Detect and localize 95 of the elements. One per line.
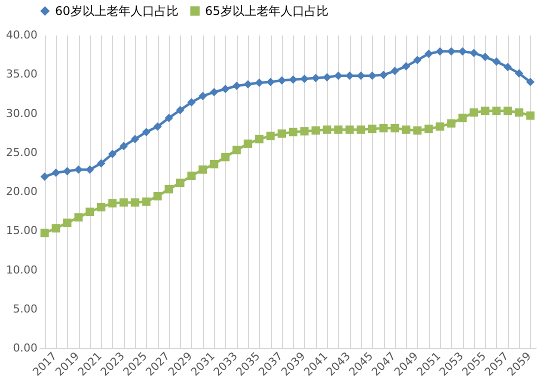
point: [322, 126, 332, 134]
point: [130, 198, 140, 207]
point: [470, 48, 478, 58]
point: [266, 132, 275, 140]
point: [120, 142, 128, 150]
point: [142, 197, 150, 206]
point: [368, 124, 376, 134]
point: [424, 124, 433, 134]
point: [198, 92, 207, 100]
point: [514, 69, 524, 78]
point: [108, 199, 117, 208]
point: [96, 202, 106, 212]
point: [96, 159, 106, 168]
point: [86, 165, 94, 174]
point: [153, 122, 162, 131]
point: [244, 80, 252, 88]
point: [322, 73, 332, 82]
point: [470, 108, 478, 117]
point: [413, 56, 422, 64]
point: [52, 224, 60, 232]
point: [63, 166, 72, 176]
point: [480, 52, 490, 62]
point: [334, 126, 343, 134]
point: [379, 70, 388, 80]
point: [447, 47, 456, 56]
legend-label: 60岁以上老年人口占比: [55, 4, 178, 18]
point: [390, 124, 399, 132]
point: [176, 106, 184, 114]
point: [142, 128, 150, 136]
point: [288, 128, 298, 136]
point: [436, 122, 444, 131]
point: [492, 106, 501, 116]
point: [312, 74, 320, 82]
y-tick-label: 35.00: [6, 68, 38, 81]
point: [266, 78, 275, 86]
point: [221, 152, 230, 162]
point: [187, 98, 196, 106]
point: [278, 129, 286, 138]
point: [436, 47, 444, 56]
point: [504, 62, 512, 72]
point: [153, 192, 162, 200]
point: [210, 160, 218, 168]
point: [210, 88, 218, 96]
legend-label: 65岁以上老年人口占比: [205, 4, 328, 18]
point: [74, 165, 83, 174]
point: [244, 140, 252, 148]
y-tick-label: 20.00: [6, 185, 38, 198]
point: [492, 57, 501, 66]
point: [424, 50, 433, 58]
point: [86, 208, 94, 216]
point: [402, 126, 410, 134]
y-tick-label: 10.00: [6, 263, 38, 276]
point: [198, 165, 207, 174]
point: [130, 134, 140, 144]
y-tick-label: 5.00: [13, 302, 38, 316]
point: [40, 228, 49, 238]
point: [413, 126, 422, 135]
point: [368, 72, 376, 80]
point: [356, 126, 366, 134]
point: [40, 172, 49, 181]
point: [312, 126, 320, 135]
point: [480, 106, 490, 116]
point: [526, 111, 535, 120]
y-tick-label: 0.00: [13, 342, 38, 354]
point: [108, 150, 117, 158]
point: [232, 146, 241, 154]
point: [402, 62, 410, 70]
point: [232, 82, 241, 90]
point: [187, 172, 196, 180]
point: [288, 75, 298, 84]
point: [164, 184, 174, 194]
point: [300, 74, 309, 84]
y-tick-label: 40.00: [6, 28, 38, 42]
point: [390, 66, 399, 76]
point: [176, 178, 184, 188]
point: [278, 76, 286, 85]
point: [379, 124, 388, 132]
point: [458, 114, 467, 122]
point: [120, 198, 128, 207]
y-tick-label: 30.00: [6, 106, 38, 120]
point: [345, 126, 354, 134]
point: [300, 127, 309, 136]
point: [504, 106, 512, 116]
y-tick-label: 25.00: [6, 146, 38, 159]
point: [526, 78, 535, 86]
point: [74, 213, 83, 222]
point: [221, 84, 230, 94]
point: [447, 119, 456, 128]
point: [514, 108, 524, 117]
point: [255, 134, 264, 144]
point: [255, 78, 264, 87]
point: [63, 218, 72, 227]
y-tick-label: 15.00: [6, 224, 38, 238]
point: [164, 114, 174, 122]
point: [52, 168, 60, 177]
